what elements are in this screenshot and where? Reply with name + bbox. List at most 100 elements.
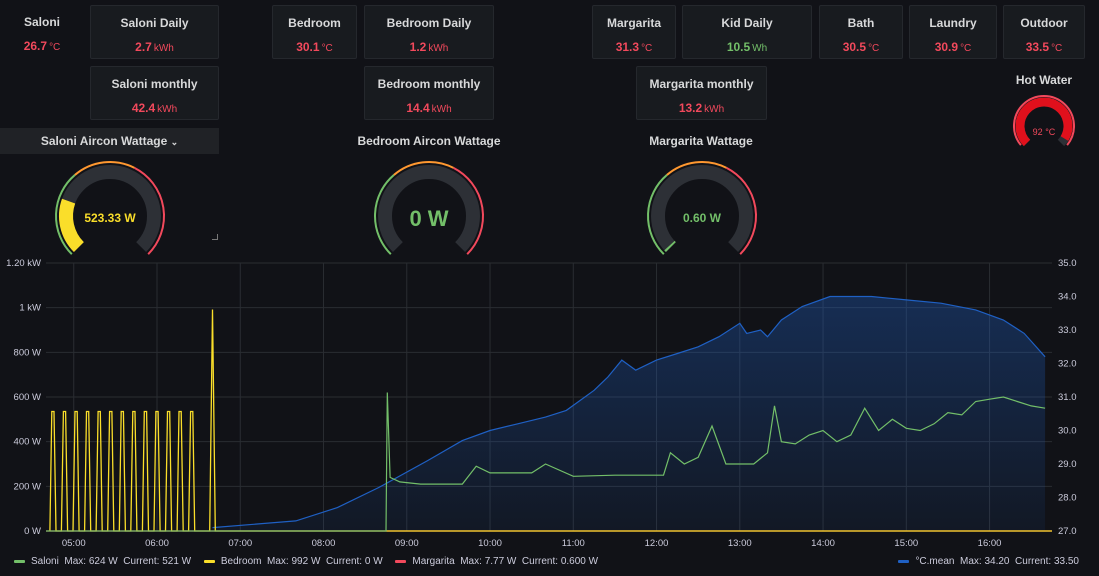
margarita-gauge: 0.60 W bbox=[647, 161, 757, 255]
x-tick-label: 08:00 bbox=[312, 538, 336, 549]
stat-saloni[interactable]: Saloni 26.7 °C bbox=[0, 5, 84, 59]
stat-laundry[interactable]: Laundry 30.9 °C bbox=[909, 5, 997, 59]
stat-title: Bedroom monthly bbox=[377, 77, 481, 91]
legend-item-temperature-mean[interactable]: °C.mean Max: 34.20 Current: 33.50 bbox=[898, 556, 1079, 567]
x-tick-label: 10:00 bbox=[478, 538, 502, 549]
resize-handle-icon[interactable] bbox=[212, 234, 218, 240]
series-temperature-mean-line bbox=[212, 295, 1046, 529]
stat-value: 14.4 kWh bbox=[406, 101, 452, 115]
x-tick-label: 16:00 bbox=[978, 538, 1002, 549]
hot-water-value: 92 °C bbox=[1033, 127, 1056, 137]
gauge-value: 0 W bbox=[409, 206, 448, 231]
stat-value: 30.9 °C bbox=[934, 40, 972, 54]
gauge-threshold-red bbox=[453, 166, 484, 255]
gauge-threshold-red bbox=[726, 166, 757, 255]
power-temperature-chart[interactable]: 0 W 200 W 400 W 600 W 800 W 1 kW 1.20 kW 27.0 28… bbox=[0, 250, 1099, 550]
y-right-tick-label: 31.0 bbox=[1058, 392, 1077, 403]
gauge-threshold-green bbox=[647, 174, 668, 255]
x-tick-label: 06:00 bbox=[145, 538, 169, 549]
x-tick-label: 14:00 bbox=[811, 538, 835, 549]
stat-margarita-monthly[interactable]: Margarita monthly 13.2 kWh bbox=[636, 66, 767, 120]
gauge-threshold-green bbox=[55, 174, 76, 255]
gauge-value: 523.33 W bbox=[84, 211, 136, 225]
legend-item-margarita[interactable]: Margarita Max: 7.77 W Current: 0.600 W bbox=[395, 556, 598, 567]
stat-value: 13.2 kWh bbox=[678, 101, 725, 115]
gauge-threshold-green bbox=[374, 174, 395, 255]
saloni-gauge-title[interactable]: Saloni Aircon Wattage ⌄ bbox=[40, 134, 179, 148]
saloni-gauge: 523.33 W bbox=[55, 161, 165, 255]
gauge-threshold-orange bbox=[74, 161, 135, 176]
y-left-tick-label: 600 W bbox=[14, 392, 41, 403]
saloni-gauge-header[interactable]: Saloni Aircon Wattage ⌄ bbox=[0, 128, 219, 154]
stat-saloni-monthly[interactable]: Saloni monthly 42.4 kWh bbox=[90, 66, 219, 120]
y-right-tick-label: 33.0 bbox=[1058, 325, 1077, 336]
stat-title: Kid Daily bbox=[721, 16, 773, 30]
stat-title: Saloni monthly bbox=[111, 77, 198, 91]
y-right-tick-label: 30.0 bbox=[1058, 426, 1077, 437]
x-tick-label: 07:00 bbox=[228, 538, 252, 549]
series-temperature-mean-area bbox=[212, 296, 1046, 531]
stat-bedroom-monthly[interactable]: Bedroom monthly 14.4 kWh bbox=[364, 66, 494, 120]
y-right-tick-label: 29.0 bbox=[1058, 459, 1077, 470]
gauge-fill bbox=[664, 240, 676, 253]
hot-water-panel[interactable]: Hot Water 92 °C bbox=[1003, 66, 1085, 147]
gauge-track bbox=[651, 165, 753, 253]
x-tick-label: 05:00 bbox=[62, 538, 86, 549]
y-left-tick-label: 200 W bbox=[14, 481, 41, 492]
stat-title: Laundry bbox=[929, 16, 977, 30]
stat-value: 30.5 °C bbox=[842, 40, 880, 54]
legend-item-saloni[interactable]: Saloni Max: 624 W Current: 521 W bbox=[14, 556, 191, 567]
chevron-down-icon[interactable]: ⌄ bbox=[170, 137, 179, 147]
gauge-value: 0.60 W bbox=[683, 211, 722, 225]
chart-legend-right: °C.mean Max: 34.20 Current: 33.50 bbox=[898, 556, 1079, 567]
stat-title: Bedroom Daily bbox=[386, 16, 472, 30]
x-tick-label: 12:00 bbox=[645, 538, 669, 549]
stat-value: 33.5 °C bbox=[1025, 40, 1063, 54]
stat-margarita[interactable]: Margarita 31.3 °C bbox=[592, 5, 676, 59]
y-right-tick-label: 27.0 bbox=[1058, 526, 1077, 537]
stat-saloni-daily[interactable]: Saloni Daily 2.7 kWh bbox=[90, 5, 219, 59]
stat-title: Margarita bbox=[606, 16, 662, 30]
y-right-tick-label: 32.0 bbox=[1058, 359, 1077, 370]
x-tick-label: 09:00 bbox=[395, 538, 419, 549]
stat-value: 26.7 °C bbox=[23, 39, 61, 53]
stat-title: Bedroom bbox=[288, 16, 341, 30]
bedroom-gauge: 0 W bbox=[374, 161, 484, 255]
stat-title: Saloni Daily bbox=[120, 16, 189, 30]
margarita-gauge-title: Margarita Wattage bbox=[649, 134, 753, 148]
y-right-tick-label: 34.0 bbox=[1058, 292, 1077, 303]
y-left-tick-label: 400 W bbox=[14, 437, 41, 448]
gauge-track bbox=[59, 165, 161, 253]
stat-bath[interactable]: Bath 30.5 °C bbox=[819, 5, 903, 59]
y-left-tick-label: 1 kW bbox=[19, 303, 41, 314]
stat-bedroom-daily[interactable]: Bedroom Daily 1.2 kWh bbox=[364, 5, 494, 59]
stat-value: 31.3 °C bbox=[615, 40, 653, 54]
stat-title: Outdoor bbox=[1020, 16, 1068, 30]
stat-value: 30.1 °C bbox=[296, 40, 333, 54]
chart-legend-left: Saloni Max: 624 W Current: 521 W Bedroom… bbox=[14, 556, 608, 567]
gauge-fill bbox=[59, 198, 85, 253]
stat-outdoor[interactable]: Outdoor 33.5 °C bbox=[1003, 5, 1085, 59]
hot-water-gauge: 92 °C bbox=[1013, 95, 1075, 147]
hot-water-title: Hot Water bbox=[1015, 73, 1073, 87]
y-left-tick-label: 0 W bbox=[24, 526, 41, 537]
gauge-threshold-orange bbox=[393, 161, 454, 176]
hot-water-gauge-fill bbox=[1015, 97, 1073, 147]
stat-value: 1.2 kWh bbox=[409, 40, 449, 54]
stat-title: Saloni bbox=[23, 15, 60, 29]
legend-item-bedroom[interactable]: Bedroom Max: 992 W Current: 0 W bbox=[203, 556, 383, 567]
stat-bedroom[interactable]: Bedroom 30.1 °C bbox=[272, 5, 357, 59]
series-saloni-line bbox=[46, 392, 1046, 532]
y-left-tick-label: 800 W bbox=[14, 347, 41, 358]
stat-kid-daily[interactable]: Kid Daily 10.5 Wh bbox=[682, 5, 812, 59]
bedroom-gauge-title: Bedroom Aircon Wattage bbox=[357, 134, 501, 148]
x-tick-label: 13:00 bbox=[728, 538, 752, 549]
y-right-tick-label: 35.0 bbox=[1058, 258, 1077, 269]
gauge-threshold-orange bbox=[666, 161, 727, 176]
y-right-tick-label: 28.0 bbox=[1058, 493, 1077, 504]
stat-value: 10.5 Wh bbox=[726, 40, 768, 54]
stat-value: 42.4 kWh bbox=[131, 101, 178, 115]
y-left-tick-label: 1.20 kW bbox=[6, 258, 41, 269]
stat-title: Bath bbox=[847, 16, 875, 30]
x-tick-label: 11:00 bbox=[562, 538, 585, 549]
